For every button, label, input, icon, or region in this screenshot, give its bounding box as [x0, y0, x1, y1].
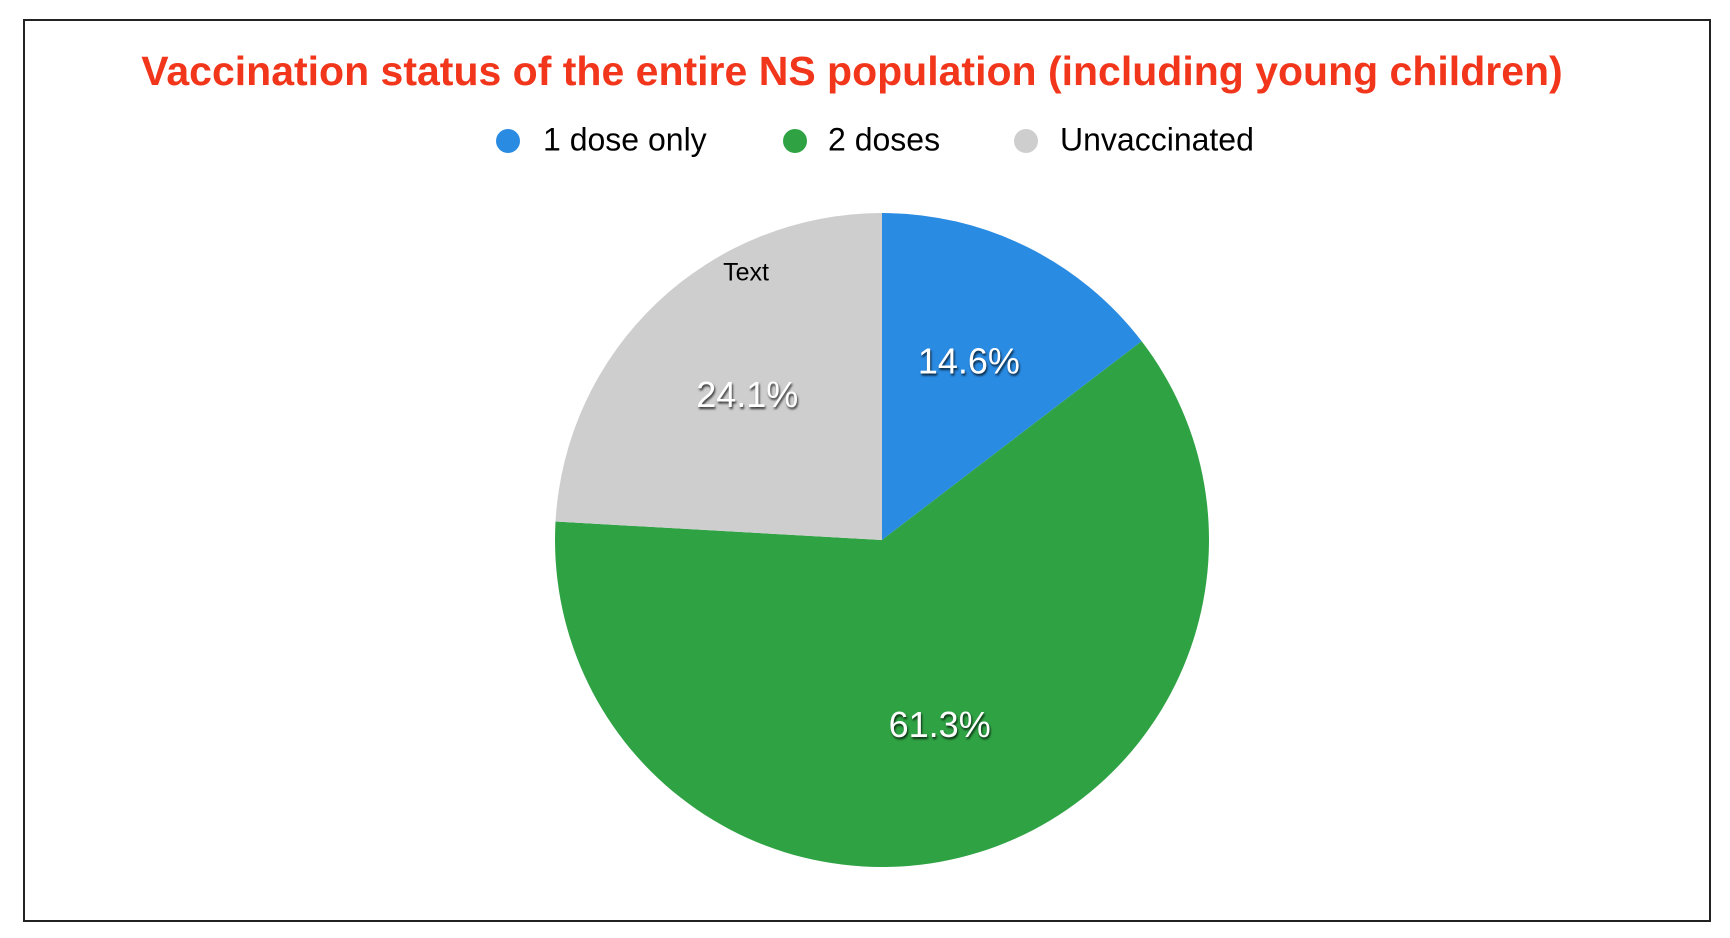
- pie-slice: [555, 341, 1209, 867]
- legend-marker: [496, 129, 520, 153]
- value-label: 24.1%: [696, 374, 798, 415]
- legend-marker: [783, 129, 807, 153]
- annotation: Text: [723, 259, 769, 287]
- pie-slice: [555, 213, 882, 540]
- legend-label: 2 doses: [828, 121, 940, 157]
- legend-label: Unvaccinated: [1060, 121, 1254, 157]
- legend-label: 1 dose only: [543, 121, 707, 157]
- value-label: 61.3%: [889, 704, 991, 745]
- value-label: 14.6%: [918, 341, 1020, 382]
- pie-slice: [882, 213, 1142, 540]
- legend-marker: [1014, 129, 1038, 153]
- chart-title: Vaccination status of the entire NS popu…: [141, 48, 1562, 94]
